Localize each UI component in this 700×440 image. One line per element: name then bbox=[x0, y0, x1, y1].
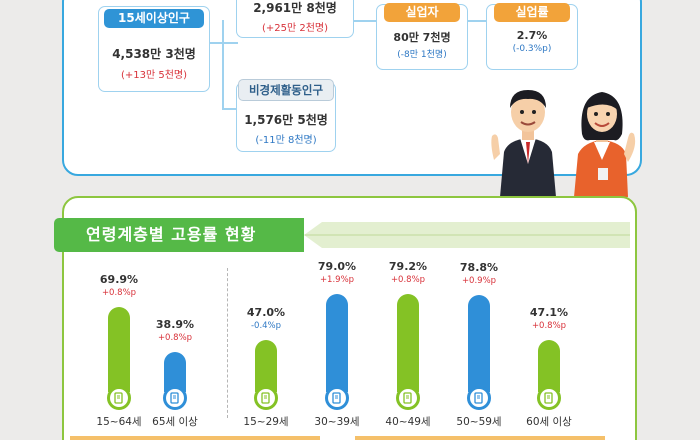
value-label: 78.8% bbox=[459, 260, 499, 274]
unemp-rate-change: (-0.3%p) bbox=[512, 44, 552, 54]
unemp-rate-label: 실업률 bbox=[494, 3, 570, 22]
change-label: +0.9%p bbox=[461, 275, 497, 286]
value-label: 47.0% bbox=[246, 306, 286, 320]
change-label: +0.8%p bbox=[101, 288, 137, 299]
category-label: 15~29세 bbox=[243, 416, 289, 428]
title-tail-line bbox=[304, 234, 630, 236]
total-pop-change: (+13만 5천명) bbox=[120, 70, 188, 81]
change-label: +1.9%p bbox=[319, 275, 355, 286]
econ-active-box: 2,961만 8천명 (+25만 2천명) bbox=[236, 0, 354, 38]
change-label: +0.8%p bbox=[390, 275, 426, 285]
econ-active-value: 2,961만 8천명 bbox=[253, 1, 337, 15]
document-icon bbox=[254, 386, 278, 410]
bar bbox=[255, 340, 277, 392]
document-icon bbox=[107, 386, 131, 410]
document-icon bbox=[325, 386, 349, 410]
total-pop-value: 4,538만 3천명 bbox=[112, 47, 196, 61]
chart-title: 연령계층별 고용률 현황 bbox=[54, 218, 304, 252]
value-label: 79.0% bbox=[317, 260, 357, 274]
bar bbox=[108, 307, 130, 392]
value-label: 47.1% bbox=[529, 306, 569, 320]
unemp-rate-value: 2.7% bbox=[516, 29, 548, 42]
connector-line bbox=[222, 108, 238, 110]
change-label: +0.8%p bbox=[157, 333, 193, 343]
business-people-illustration bbox=[491, 90, 636, 197]
inactive-pop-change: (-11만 8천명) bbox=[255, 135, 317, 146]
unemployed-value: 80만 7천명 bbox=[393, 31, 451, 44]
category-label: 15~64세 bbox=[96, 416, 142, 428]
value-label: 38.9% bbox=[155, 318, 195, 331]
value-label: 79.2% bbox=[388, 260, 428, 273]
change-label: +0.8%p bbox=[531, 321, 567, 332]
bar bbox=[397, 294, 419, 392]
category-label: 60세 이상 bbox=[526, 416, 572, 428]
connector-line bbox=[466, 20, 488, 22]
inactive-pop-value: 1,576만 5천명 bbox=[244, 113, 328, 127]
connector-line bbox=[352, 20, 378, 22]
category-label: 50~59세 bbox=[456, 416, 502, 428]
document-icon bbox=[396, 386, 420, 410]
category-label: 40~49세 bbox=[385, 416, 431, 428]
document-icon bbox=[537, 386, 561, 410]
category-label: 30~39세 bbox=[314, 416, 360, 428]
document-icon bbox=[163, 386, 187, 410]
title-banner-tail bbox=[304, 222, 630, 248]
group-divider bbox=[227, 268, 228, 418]
econ-active-change: (+25만 2천명) bbox=[261, 23, 329, 34]
unemployed-label: 실업자 bbox=[384, 3, 460, 22]
footer-strip bbox=[70, 436, 320, 440]
category-label: 65세 이상 bbox=[152, 416, 198, 428]
value-label: 69.9% bbox=[99, 273, 139, 287]
footer-strip bbox=[355, 436, 605, 440]
change-label: -0.4%p bbox=[250, 321, 282, 332]
bar bbox=[326, 294, 348, 392]
unemployed-change: (-8만 1천명) bbox=[397, 50, 447, 60]
inactive-pop-label: 비경제활동인구 bbox=[238, 79, 334, 101]
bar bbox=[164, 352, 186, 392]
connector-line bbox=[222, 20, 224, 110]
document-icon bbox=[467, 386, 491, 410]
bar bbox=[538, 340, 560, 392]
total-pop-label: 15세이상인구 bbox=[104, 9, 204, 28]
bar bbox=[468, 294, 490, 392]
